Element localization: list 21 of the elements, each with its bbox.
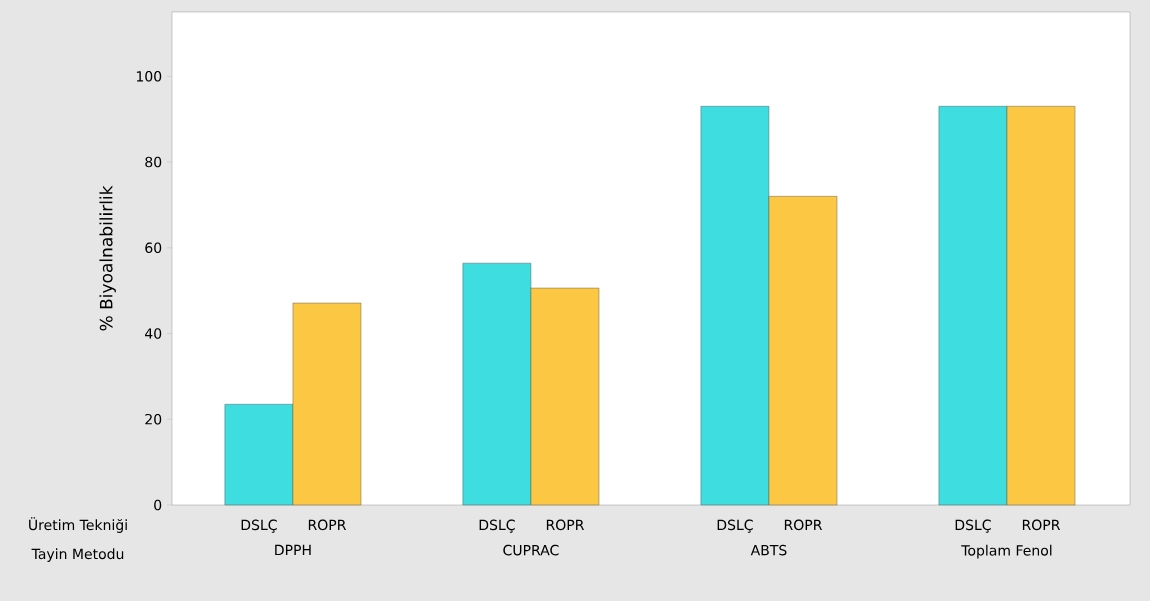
y-tick-label: 20 [145, 413, 162, 425]
x-tick-label: Toplam Fenol [961, 544, 1052, 559]
text: ROPR [546, 519, 585, 531]
series-label: ROPR [308, 519, 347, 531]
series-label: DSLÇ [241, 519, 277, 533]
y-tick-label: 80 [145, 156, 162, 168]
text: DSLÇ [955, 519, 991, 533]
y-tick-label: 40 [145, 328, 162, 339]
y-tick-label: 60 [145, 242, 162, 254]
y-tick-label: 0 [154, 499, 162, 511]
y-axis-title: % Biyoalnabilirlik [99, 185, 116, 331]
text: ROPR [1022, 519, 1061, 531]
text: DSLÇ [717, 519, 753, 533]
text: Üretim Tekniği [29, 517, 127, 533]
text: Tayin Metodu [31, 548, 124, 562]
x-tick-label: CUPRAC [503, 544, 559, 556]
text: ROPR [784, 519, 823, 531]
text: DSLÇ [479, 519, 515, 533]
x-tick-label: DPPH [275, 544, 311, 556]
x-tick-label: ABTS [750, 544, 787, 556]
y-tick-label: 100 [136, 70, 162, 82]
